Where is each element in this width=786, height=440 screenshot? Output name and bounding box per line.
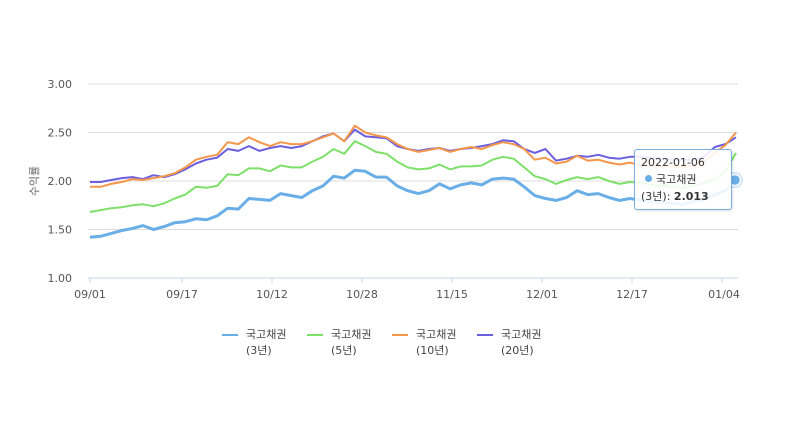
legend-item-3y[interactable]: 국고채권 (3년)	[222, 327, 307, 359]
x-tick-label: 09/01	[74, 288, 106, 301]
tooltip-date: 2022-01-06	[641, 156, 705, 169]
tooltip-suffix: (3년):	[641, 190, 671, 203]
x-tick-label: 11/15	[436, 288, 468, 301]
legend-item-5y[interactable]: 국고채권 (5년)	[307, 327, 392, 359]
x-tick-label: 12/17	[616, 288, 648, 301]
legend-sublabel: (3년)	[246, 344, 272, 357]
y-axis-ticks: 1.00 1.50 2.00 2.50 3.00	[48, 78, 73, 285]
legend-sublabel: (20년)	[501, 344, 534, 357]
tooltip-dot-icon	[645, 175, 652, 182]
legend-line-icon	[392, 334, 408, 336]
x-tick-label: 10/12	[256, 288, 288, 301]
series-line	[89, 168, 738, 239]
y-tick-label: 1.00	[48, 272, 73, 285]
tooltip-value: 2.013	[673, 190, 709, 203]
legend-label: 국고채권	[416, 328, 457, 341]
legend-sublabel: (5년)	[331, 344, 357, 357]
x-tick-label: 01/04	[708, 288, 740, 301]
legend-line-icon	[307, 334, 323, 336]
y-axis-title: 수익률	[28, 166, 41, 196]
series-line	[90, 124, 737, 188]
legend-label: 국고채권	[331, 328, 372, 341]
legend-line-icon	[222, 334, 238, 336]
legend-label: 국고채권	[246, 328, 287, 341]
y-tick-label: 2.00	[48, 175, 73, 188]
y-tick-label: 2.50	[48, 127, 73, 140]
x-tick-label: 09/17	[166, 288, 198, 301]
legend-item-20y[interactable]: 국고채권 (20년)	[477, 327, 562, 359]
legend-sublabel: (10년)	[416, 344, 449, 357]
x-axis-ticks: 09/01 09/17 10/12 10/28 11/15 12/01 12/17 01/04	[74, 278, 740, 301]
legend-item-10y[interactable]: 국고채권 (10년)	[392, 327, 477, 359]
tooltip-series: 국고채권	[656, 173, 697, 186]
series-lines	[89, 124, 738, 239]
series-line	[89, 140, 737, 213]
y-tick-label: 3.00	[48, 78, 73, 91]
x-tick-label: 12/01	[526, 288, 558, 301]
tooltip: 2022-01-06 국고채권 (3년): 2.013	[634, 149, 732, 210]
x-tick-label: 10/28	[346, 288, 378, 301]
y-gridlines	[88, 83, 738, 230]
y-tick-label: 1.50	[48, 224, 73, 237]
legend-label: 국고채권	[501, 328, 542, 341]
legend: 국고채권 (3년) 국고채권 (5년) 국고채권 (10년) 국고채권 (20년)	[222, 327, 562, 359]
legend-line-icon	[477, 334, 493, 336]
